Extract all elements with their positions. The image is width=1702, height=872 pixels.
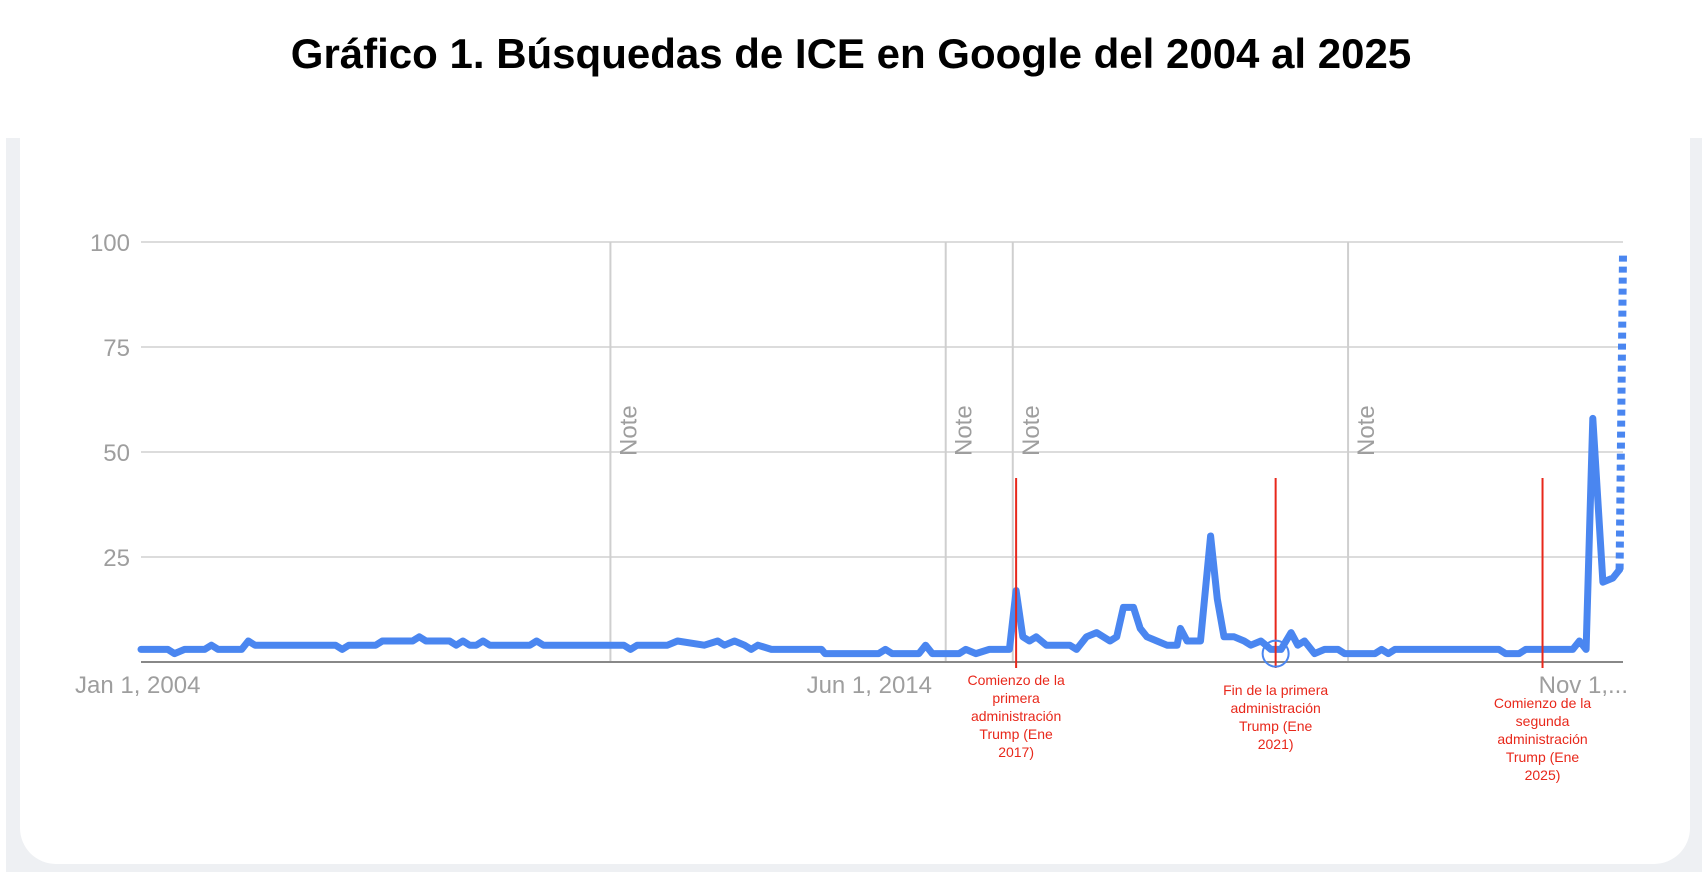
y-tick-label: 25 [103,545,130,572]
annotation-label: Trump (Ene [1239,718,1313,734]
note-label: Note [951,405,978,456]
y-tick-label: 100 [90,230,130,257]
note-label: Note [615,405,642,456]
annotation-label: Trump (Ene [1506,749,1580,765]
annotation-label: administración [1231,700,1321,716]
annotation-label: administración [971,708,1061,724]
highlight-circle [1261,639,1290,668]
annotation-label: Fin de la primera [1223,682,1328,698]
x-tick-label: Jun 1, 2014 [807,672,932,699]
x-tick-label: Jan 1, 2004 [75,672,200,699]
annotation-label: 2021) [1258,736,1294,752]
annotation-label: segunda [1516,713,1570,729]
annotation-label: 2025) [1525,767,1561,783]
note-label: Note [1018,405,1045,456]
annotation-label: administración [1497,731,1587,747]
series-line [137,414,1624,658]
page-title: Gráfico 1. Búsquedas de ICE en Google de… [290,30,1412,77]
chart-card [20,138,1690,864]
annotation-label: primera [992,690,1040,706]
note-label: Note [1353,405,1380,456]
annotation-label: Comienzo de la [1494,695,1591,711]
series-line-projected [1615,254,1627,570]
annotation-label: 2017) [998,744,1034,760]
annotation-label: Comienzo de la [967,672,1064,688]
annotation-label: Trump (Ene [979,726,1053,742]
y-tick-label: 75 [103,335,130,362]
y-tick-label: 50 [103,440,130,467]
x-tick-label: Nov 1,... [1539,672,1628,699]
